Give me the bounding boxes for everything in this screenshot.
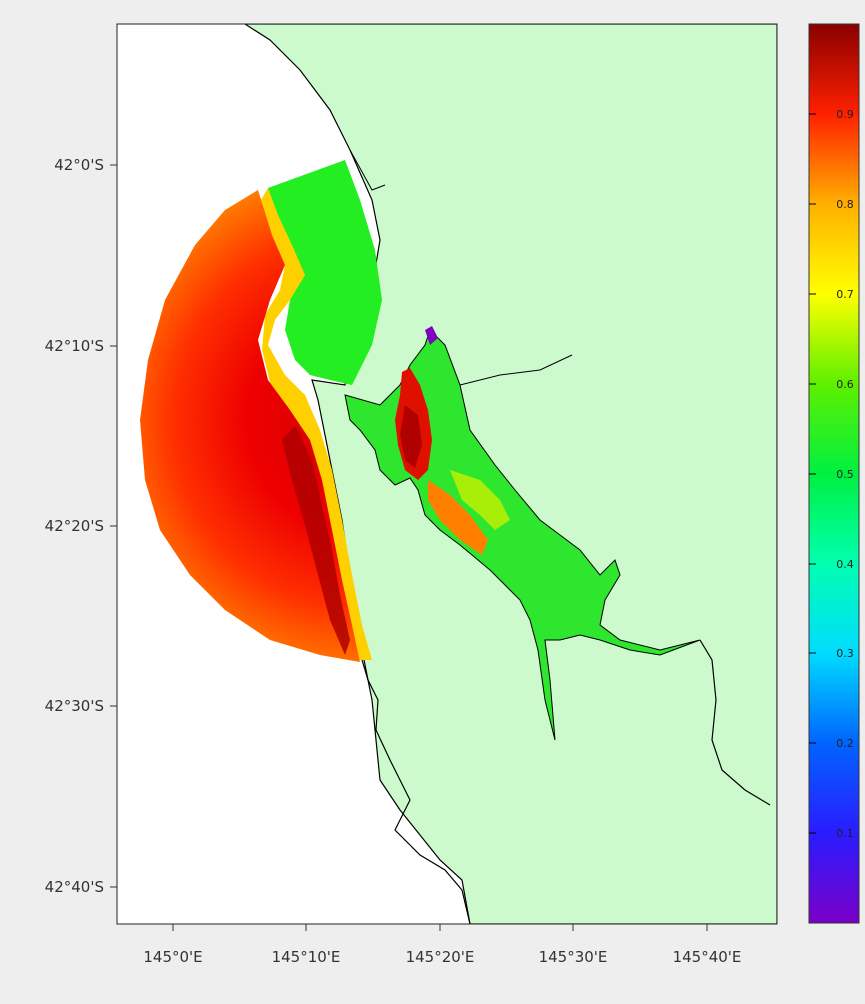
lon-label: 145°0'E xyxy=(143,948,202,966)
harbour-yellow-zone xyxy=(450,470,510,530)
colorbar-ticks xyxy=(809,113,816,834)
harbour-hotspot-south xyxy=(428,480,488,555)
harbour-hotspot-core xyxy=(400,405,422,468)
colorbar-tick-label: 0.4 xyxy=(836,558,854,571)
lon-label: 145°40'E xyxy=(673,948,742,966)
lat-label: 42°20'S xyxy=(45,517,104,535)
harbour-water xyxy=(344,329,701,741)
offshore-green-band xyxy=(268,160,382,385)
fan-high-core xyxy=(282,425,350,655)
lon-label: 145°10'E xyxy=(272,948,341,966)
transition-strip xyxy=(258,188,372,660)
colorbar-tick-label: 0.7 xyxy=(836,288,854,301)
lat-label: 42°30'S xyxy=(45,697,104,715)
colorbar-gradient xyxy=(808,23,860,924)
map-frame xyxy=(116,23,778,925)
lon-label: 145°30'E xyxy=(539,948,608,966)
lat-label: 42°0'S xyxy=(54,156,104,174)
latitude-axis: 42°0'S 42°10'S 42°20'S 42°30'S 42°40'S xyxy=(45,156,117,896)
colorbar-tick-label: 0.6 xyxy=(836,378,854,391)
coastline-south xyxy=(361,659,471,924)
colorbar-tick-label: 0.8 xyxy=(836,198,854,211)
colorbar: 0.1 0.2 0.3 0.4 0.5 0.6 0.7 0.8 0.9 xyxy=(808,23,860,924)
river-northeast xyxy=(459,354,573,386)
map-border xyxy=(116,23,778,925)
wave-fan xyxy=(140,190,360,662)
colorbar-tick-label: 0.1 xyxy=(836,827,854,840)
lat-label: 42°40'S xyxy=(45,878,104,896)
lon-label: 145°20'E xyxy=(406,948,475,966)
harbour-low-spot xyxy=(425,326,438,345)
colorbar-tick-label: 0.2 xyxy=(836,737,854,750)
lat-label: 42°10'S xyxy=(45,337,104,355)
colorbar-tick-label: 0.3 xyxy=(836,647,854,660)
coastline-north xyxy=(349,149,386,191)
river-east xyxy=(699,639,771,806)
longitude-axis: 145°0'E 145°10'E 145°20'E 145°30'E 145°4… xyxy=(143,924,741,966)
colorbar-tick-label: 0.5 xyxy=(836,468,854,481)
colorbar-tick-label: 0.9 xyxy=(836,108,854,121)
